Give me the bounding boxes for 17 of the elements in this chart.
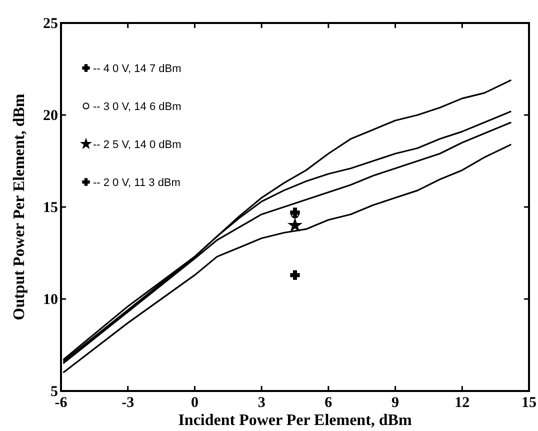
y-tick-label: 15	[43, 200, 58, 216]
y-axis-title: Output Power Per Element, dBm	[11, 93, 28, 320]
x-tick-label: 9	[392, 395, 400, 411]
x-tick-label: 3	[258, 395, 266, 411]
y-tick-label: 10	[43, 292, 58, 308]
x-tick-label: 0	[190, 395, 198, 411]
legend-label: -- 4 0 V, 14 7 dBm	[93, 63, 182, 75]
x-tick-label: -3	[122, 395, 134, 411]
legend-label: -- 3 0 V, 14 6 dBm	[93, 101, 182, 113]
x-tick-label: 15	[522, 395, 536, 411]
x-tick-label: 6	[324, 395, 333, 411]
y-tick-label: 25	[43, 16, 58, 32]
y-tick-label: 20	[43, 108, 58, 124]
legend-label: -- 2 5 V, 14 0 dBm	[93, 139, 182, 151]
x-tick-label: 12	[454, 395, 470, 411]
legend-label: -- 2 0 V, 11 3 dBm	[93, 177, 180, 189]
x-axis-title: Incident Power Per Element, dBm	[178, 412, 412, 429]
